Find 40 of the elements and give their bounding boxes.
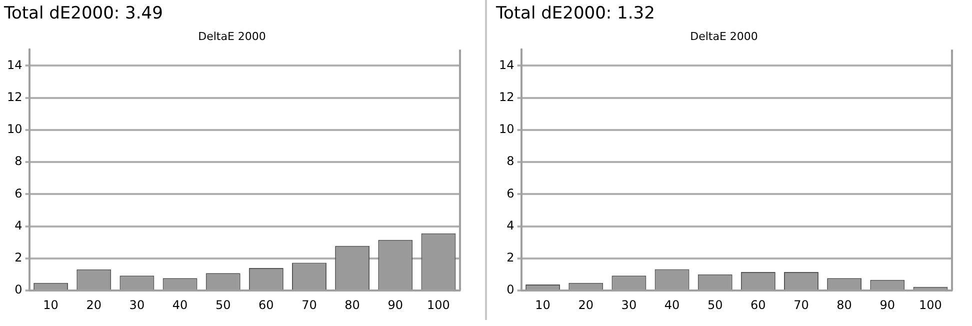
- chart-title: Total dE2000: 3.49: [3, 4, 163, 24]
- x-tick-label: 70: [794, 298, 809, 312]
- chart-title: Total dE2000: 1.32: [495, 4, 655, 24]
- y-tick-label: 12: [498, 90, 514, 104]
- y-tick-label: 0: [506, 282, 514, 297]
- x-tick-label: 90: [880, 298, 896, 312]
- y-tick-label: 14: [6, 58, 22, 72]
- x-tick-label: 40: [172, 298, 188, 312]
- y-tick-label: 10: [6, 122, 22, 136]
- x-tick-label: 20: [578, 298, 594, 312]
- y-tick-label: 6: [14, 186, 22, 200]
- y-tick-label: 4: [506, 218, 514, 232]
- x-tick-label: 20: [86, 298, 102, 312]
- y-tick-label: 14: [498, 58, 514, 72]
- y-tick-label: 8: [14, 154, 22, 168]
- y-tick-label: 12: [6, 90, 22, 104]
- y-tick-label: 2: [14, 250, 22, 265]
- x-tick-label: 90: [388, 298, 404, 312]
- y-tick-label: 8: [506, 154, 514, 168]
- x-tick-label: 80: [836, 298, 852, 312]
- x-tick-label: 100: [427, 298, 450, 312]
- x-tick-label: 40: [664, 298, 680, 312]
- x-tick-label: 60: [258, 298, 274, 312]
- y-tick-label: 4: [14, 218, 22, 232]
- chart-subtitle: DeltaE 2000: [198, 30, 266, 43]
- chart-subtitle: DeltaE 2000: [690, 30, 758, 43]
- y-tick-label: 0: [14, 282, 22, 297]
- y-tick-label: 6: [506, 186, 514, 200]
- x-tick-label: 30: [129, 298, 145, 312]
- x-tick-label: 60: [750, 298, 766, 312]
- x-tick-label: 10: [535, 298, 550, 312]
- y-tick-label: 10: [498, 122, 514, 136]
- y-tick-label: 2: [506, 250, 514, 265]
- x-tick-label: 100: [919, 298, 942, 312]
- x-tick-label: 70: [302, 298, 317, 312]
- x-tick-label: 80: [344, 298, 360, 312]
- x-tick-label: 50: [707, 298, 723, 312]
- x-tick-label: 50: [215, 298, 231, 312]
- x-tick-label: 10: [43, 298, 58, 312]
- x-tick-label: 30: [621, 298, 637, 312]
